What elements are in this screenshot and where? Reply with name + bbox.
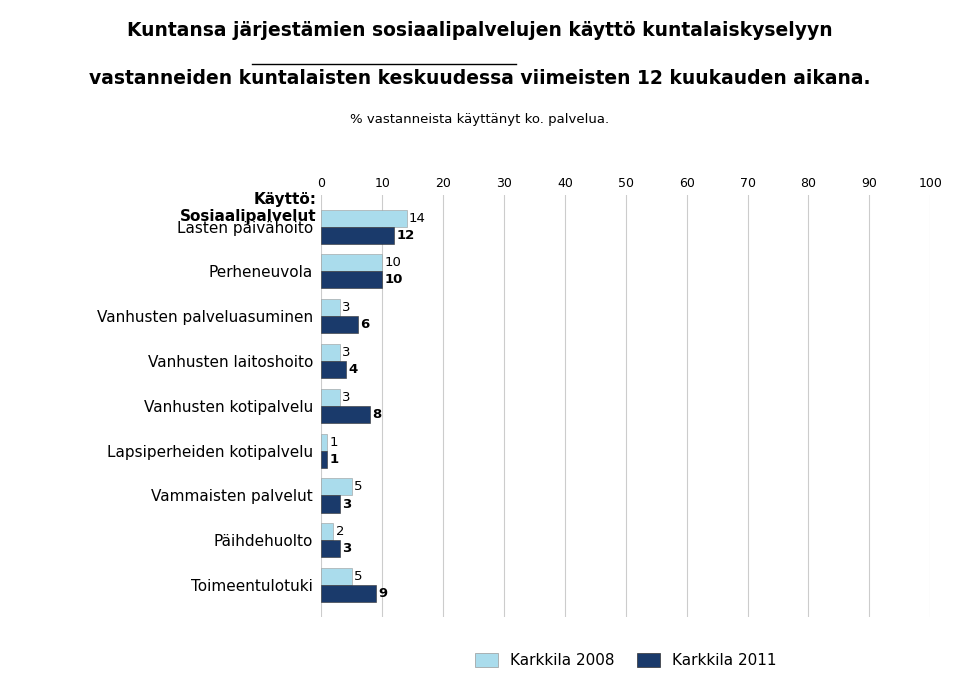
Text: 3: 3	[342, 497, 351, 510]
Text: 10: 10	[385, 273, 403, 286]
Bar	[321, 271, 383, 288]
Bar	[321, 585, 376, 602]
Text: 4: 4	[348, 363, 358, 376]
Bar	[321, 406, 370, 423]
Bar	[321, 210, 407, 227]
Text: 10: 10	[385, 256, 402, 269]
Bar	[321, 495, 339, 512]
Text: 6: 6	[361, 319, 369, 332]
Bar	[321, 568, 352, 585]
Bar	[321, 316, 358, 334]
Bar	[321, 540, 339, 558]
Bar	[321, 451, 327, 468]
Text: 5: 5	[354, 570, 363, 583]
Bar	[321, 434, 327, 451]
Text: 3: 3	[342, 391, 350, 404]
Text: 9: 9	[379, 587, 387, 600]
Text: 14: 14	[409, 212, 426, 225]
Legend: Karkkila 2008, Karkkila 2011: Karkkila 2008, Karkkila 2011	[469, 647, 783, 674]
Bar	[321, 523, 334, 540]
Text: 3: 3	[342, 543, 351, 556]
Text: Kuntansa järjestämien sosiaalipalvelujen käyttö kuntalaiskyselyyn: Kuntansa järjestämien sosiaalipalvelujen…	[127, 21, 832, 40]
Text: 8: 8	[372, 408, 382, 421]
Text: 5: 5	[354, 480, 363, 493]
Text: % vastanneista käyttänyt ko. palvelua.: % vastanneista käyttänyt ko. palvelua.	[350, 113, 609, 126]
Bar	[321, 389, 339, 406]
Text: 12: 12	[397, 229, 415, 242]
Bar	[321, 361, 345, 378]
Text: 1: 1	[330, 453, 339, 466]
Bar	[321, 478, 352, 495]
Bar	[321, 344, 339, 361]
Text: vastanneiden kuntalaisten keskuudessa viimeisten 12 kuukauden aikana.: vastanneiden kuntalaisten keskuudessa vi…	[89, 68, 870, 88]
Text: Käyttö:
Sosiaalipalvelut: Käyttö: Sosiaalipalvelut	[180, 192, 316, 224]
Bar	[321, 227, 394, 244]
Text: 2: 2	[336, 525, 344, 538]
Text: 3: 3	[342, 346, 350, 359]
Text: 3: 3	[342, 301, 350, 314]
Bar	[321, 254, 383, 271]
Bar	[321, 299, 339, 316]
Text: 1: 1	[330, 436, 339, 449]
